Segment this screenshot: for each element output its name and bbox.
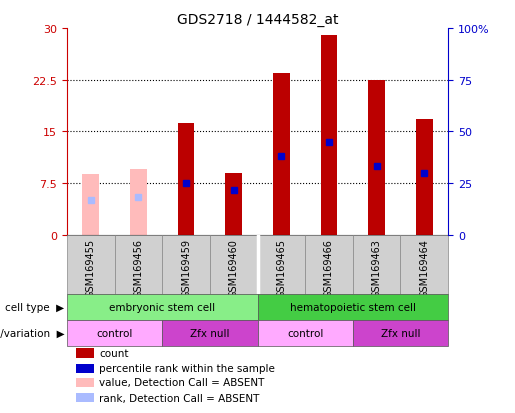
Text: percentile rank within the sample: percentile rank within the sample — [99, 363, 275, 373]
Bar — [76, 349, 94, 358]
Text: count: count — [99, 348, 129, 358]
Text: rank, Detection Call = ABSENT: rank, Detection Call = ABSENT — [99, 393, 260, 403]
Bar — [76, 393, 94, 402]
Bar — [162, 320, 258, 346]
Text: embryonic stem cell: embryonic stem cell — [109, 302, 215, 312]
Text: hematopoietic stem cell: hematopoietic stem cell — [290, 302, 416, 312]
Bar — [353, 235, 401, 294]
Bar — [258, 235, 305, 294]
Bar — [353, 320, 448, 346]
Bar — [416, 120, 433, 235]
Bar — [67, 320, 162, 346]
Bar — [82, 175, 99, 235]
Bar — [178, 124, 194, 235]
Text: GSM169456: GSM169456 — [133, 238, 143, 297]
Bar — [67, 235, 115, 294]
Text: control: control — [287, 328, 323, 338]
Text: Zfx null: Zfx null — [381, 328, 420, 338]
Bar — [273, 74, 289, 235]
Bar — [305, 235, 353, 294]
Bar — [162, 235, 210, 294]
Title: GDS2718 / 1444582_at: GDS2718 / 1444582_at — [177, 12, 338, 26]
Text: GSM169464: GSM169464 — [419, 238, 429, 297]
Bar — [67, 294, 258, 320]
Text: genotype/variation  ▶: genotype/variation ▶ — [0, 328, 64, 338]
Text: GSM169460: GSM169460 — [229, 238, 238, 297]
Bar — [368, 81, 385, 235]
Bar — [321, 36, 337, 235]
Text: Zfx null: Zfx null — [190, 328, 230, 338]
Text: GSM169463: GSM169463 — [372, 238, 382, 297]
Text: GSM169466: GSM169466 — [324, 238, 334, 297]
Text: value, Detection Call = ABSENT: value, Detection Call = ABSENT — [99, 377, 265, 387]
Text: cell type  ▶: cell type ▶ — [6, 302, 64, 312]
Text: GSM169455: GSM169455 — [86, 238, 96, 297]
Bar — [401, 235, 448, 294]
Bar — [130, 170, 147, 235]
Text: control: control — [96, 328, 133, 338]
Bar — [258, 320, 353, 346]
Bar — [114, 235, 162, 294]
Bar — [210, 235, 258, 294]
Bar — [76, 364, 94, 373]
Bar — [226, 173, 242, 235]
Bar — [258, 294, 448, 320]
Text: GSM169459: GSM169459 — [181, 238, 191, 297]
Text: GSM169465: GSM169465 — [277, 238, 286, 297]
Bar — [76, 378, 94, 387]
